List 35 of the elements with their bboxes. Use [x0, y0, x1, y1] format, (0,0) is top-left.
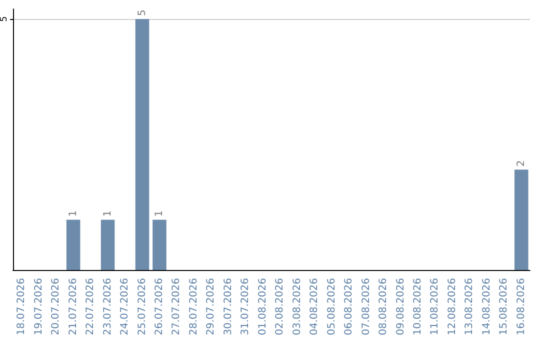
data-label: 1 — [68, 210, 79, 217]
x-tick-label: 19.07.2026 — [33, 278, 44, 336]
x-tick-label: 31.07.2026 — [240, 278, 252, 336]
x-tick-label: 30.07.2026 — [222, 278, 234, 336]
x-tick-label: 06.08.2026 — [344, 278, 355, 336]
x-tick-label: 03.08.2026 — [292, 278, 303, 336]
data-label: 1 — [154, 210, 165, 217]
x-tick-label: 07.08.2026 — [360, 278, 372, 336]
x-tick-label: 11.08.2026 — [430, 278, 441, 336]
x-tick-label: 13.08.2026 — [464, 278, 476, 336]
x-tick-label: 23.07.2026 — [102, 278, 114, 336]
x-tick-label: 22.07.2026 — [85, 278, 96, 336]
x-tick-label: 04.08.2026 — [309, 278, 320, 336]
x-tick-label: 14.08.2026 — [481, 278, 492, 336]
data-label: 2 — [516, 160, 527, 167]
x-tick-label: 10.08.2026 — [412, 278, 424, 336]
x-tick-label: 28.07.2026 — [188, 278, 200, 336]
x-tick-label: 12.08.2026 — [446, 278, 458, 336]
x-tick-label: 05.08.2026 — [326, 278, 338, 336]
x-tick-label: 08.08.2026 — [378, 278, 390, 336]
x-tick-label: 26.07.2026 — [154, 278, 165, 336]
x-tick-label: 01.08.2026 — [257, 278, 268, 336]
data-label: 5 — [136, 10, 148, 16]
x-tick-label: 02.08.2026 — [274, 278, 286, 336]
x-tick-label: 15.08.2026 — [498, 278, 510, 336]
x-tick-label: 29.07.2026 — [206, 278, 217, 336]
x-tick-label: 18.07.2026 — [16, 278, 28, 336]
x-tick-label: 21.07.2026 — [68, 278, 79, 336]
x-tick-label: 09.08.2026 — [395, 278, 406, 336]
x-tick-label: 20.07.2026 — [50, 278, 62, 336]
x-tick-label: 24.07.2026 — [120, 278, 131, 336]
x-tick-label: 25.07.2026 — [136, 278, 148, 336]
x-tick-label: 27.07.2026 — [171, 278, 182, 336]
x-tick-label: 16.08.2026 — [516, 278, 527, 336]
data-label: 1 — [102, 210, 114, 217]
